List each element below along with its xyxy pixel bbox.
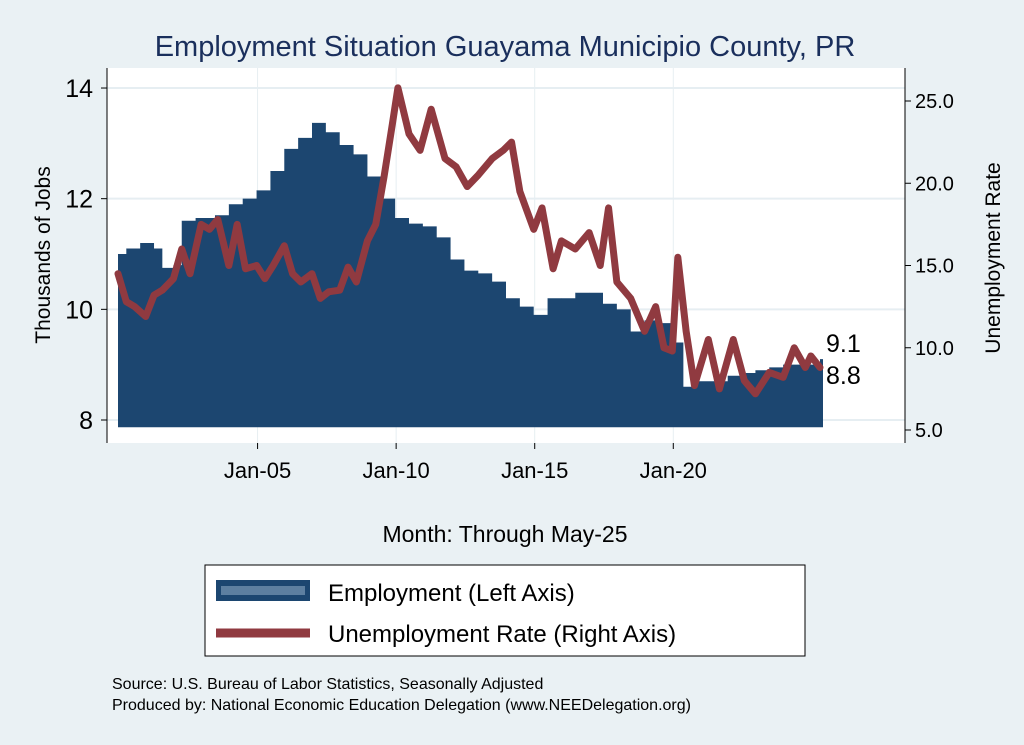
legend-label-unemployment: Unemployment Rate (Right Axis) xyxy=(328,621,676,648)
unemployment-point xyxy=(124,299,129,304)
unemployment-point xyxy=(551,266,556,271)
unemployment-point xyxy=(282,243,287,248)
y-right-axis-title: Unemployment Rate xyxy=(982,162,1005,353)
unemployment-point xyxy=(207,227,212,232)
unemployment-point xyxy=(215,217,220,222)
unemployment-point xyxy=(171,276,176,281)
unemployment-point xyxy=(614,279,619,284)
unemployment-point xyxy=(290,271,295,276)
legend: Employment (Left Axis) Unemployment Rate… xyxy=(204,564,806,657)
unemployment-point xyxy=(143,314,148,319)
unemployment-point xyxy=(598,263,603,268)
unemployment-point xyxy=(406,131,411,136)
unemployment-point xyxy=(670,349,675,354)
y-right-tick-label: 20.0 xyxy=(915,173,954,195)
unemployment-point xyxy=(587,230,592,235)
y-right-tick-label: 10.0 xyxy=(915,338,954,360)
unemployment-point xyxy=(642,329,647,334)
unemployment-point xyxy=(390,122,395,127)
unemployment-point xyxy=(179,247,184,252)
unemployment-point xyxy=(346,265,351,270)
unemployment-point xyxy=(742,378,747,383)
unemployment-point xyxy=(235,222,240,227)
unemployment-point xyxy=(354,279,359,284)
unemployment-point xyxy=(803,365,808,370)
x-tick-label: Jan-10 xyxy=(363,458,430,483)
unemployment-point xyxy=(767,370,772,375)
unemployment-point xyxy=(226,263,231,268)
unemployment-point xyxy=(476,173,481,178)
unemployment-point xyxy=(318,296,323,301)
unemployment-point xyxy=(717,386,722,391)
unemployment-point xyxy=(517,189,522,194)
y-right-tick-label: 25.0 xyxy=(915,91,954,113)
unemployment-point xyxy=(692,383,697,388)
unemployment-point xyxy=(753,391,758,396)
x-tick-label: Jan-05 xyxy=(224,458,291,483)
x-axis-title: Month: Through May-25 xyxy=(382,521,627,547)
unemployment-point xyxy=(271,263,276,268)
unemployment-point xyxy=(706,337,711,342)
unemployment-point xyxy=(684,329,689,334)
unemployment-point xyxy=(559,238,564,243)
unemployment-point xyxy=(382,174,387,179)
unemployment-point xyxy=(429,107,434,112)
unemployment-point xyxy=(132,304,137,309)
unemployment-point xyxy=(731,337,736,342)
unemployment-point xyxy=(653,304,658,309)
unemployment-point xyxy=(326,289,331,294)
unemployment-point xyxy=(628,296,633,301)
unemployment-point xyxy=(454,164,459,169)
y-left-tick-label: 12 xyxy=(65,186,93,214)
unemployment-point xyxy=(199,222,204,227)
unemployment-point xyxy=(262,276,267,281)
y-right-tick-label: 5.0 xyxy=(915,420,943,442)
y-left-tick-label: 10 xyxy=(65,296,93,324)
unemployment-point xyxy=(160,288,165,293)
unemployment-point xyxy=(540,205,545,210)
unemployment-point xyxy=(116,271,120,276)
unemployment-point xyxy=(152,293,157,298)
unemployment-point xyxy=(337,288,342,293)
y-left-tick-label: 8 xyxy=(79,407,93,435)
unemployment-point xyxy=(808,353,813,358)
unemployment-point xyxy=(309,271,314,276)
end-label-employment: 9.1 xyxy=(826,330,861,358)
unemployment-point xyxy=(490,156,495,161)
employment-area xyxy=(118,122,823,428)
legend-label-employment: Employment (Left Axis) xyxy=(328,580,575,607)
unemployment-point xyxy=(818,365,822,370)
unemployment-point xyxy=(465,184,470,189)
unemployment-point xyxy=(188,271,193,276)
x-tick-label: Jan-20 xyxy=(640,458,707,483)
unemployment-point xyxy=(781,375,786,380)
end-label-unemployment: 8.8 xyxy=(826,362,861,390)
unemployment-point xyxy=(443,156,448,161)
unemployment-point xyxy=(418,148,423,153)
unemployment-point xyxy=(298,279,303,284)
unemployment-point xyxy=(395,85,400,90)
unemployment-point xyxy=(501,148,506,153)
unemployment-point xyxy=(606,205,611,210)
produced-by-note: Produced by: National Economic Education… xyxy=(112,697,691,714)
unemployment-point xyxy=(243,266,248,271)
unemployment-point xyxy=(675,255,680,260)
unemployment-point xyxy=(373,222,378,227)
unemployment-point xyxy=(573,247,578,252)
y-left-tick-label: 14 xyxy=(65,75,93,103)
y-right-tick-label: 15.0 xyxy=(915,256,954,278)
unemployment-point xyxy=(509,140,514,145)
y-left-axis-title: Thousands of Jobs xyxy=(32,166,55,343)
chart-title: Employment Situation Guayama Municipio C… xyxy=(155,31,856,63)
unemployment-point xyxy=(792,345,797,350)
unemployment-point xyxy=(254,263,259,268)
unemployment-point xyxy=(661,345,666,350)
unemployment-point xyxy=(365,238,370,243)
x-tick-label: Jan-15 xyxy=(501,458,568,483)
unemployment-point xyxy=(531,227,536,232)
source-note: Source: U.S. Bureau of Labor Statistics,… xyxy=(112,676,543,693)
